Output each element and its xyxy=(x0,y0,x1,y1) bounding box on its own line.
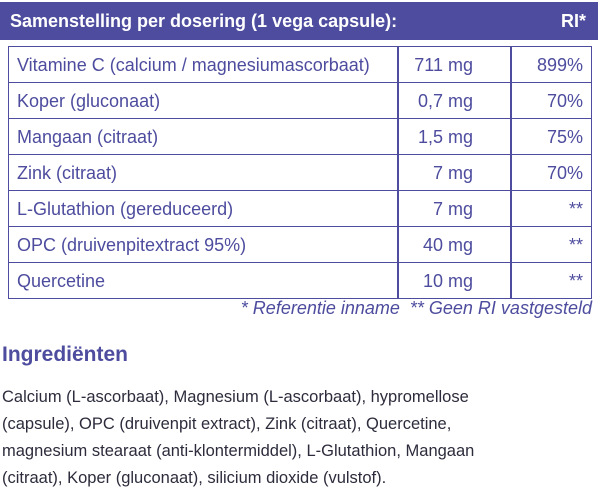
header-ri: RI* xyxy=(560,11,586,31)
table-row: OPC (druivenpitextract 95%) 40 mg ** xyxy=(9,227,591,263)
ri-value: 75% xyxy=(546,127,583,147)
column-divider xyxy=(397,155,399,190)
nutrient-name: L-Glutathion (gereduceerd) xyxy=(17,199,234,219)
column-divider xyxy=(397,263,399,298)
table-row: Quercetine 10 mg ** xyxy=(9,263,591,299)
nutrient-name: Koper (gluconaat) xyxy=(17,91,161,111)
ingredients-line: (capsule), OPC (druivenpit extract), Zin… xyxy=(2,415,452,433)
ingredients-line: Calcium (L-ascorbaat), Magnesium (L-asco… xyxy=(2,388,469,406)
table-row: Vitamine C (calcium / magnesiumascorbaat… xyxy=(9,47,591,83)
column-divider xyxy=(397,47,399,82)
header-title: Samenstelling per dosering (1 vega capsu… xyxy=(10,11,398,31)
column-divider xyxy=(510,155,512,190)
column-divider xyxy=(510,191,512,226)
amount: 1,5 mg xyxy=(417,127,473,147)
footnote: * Referentie inname ** Geen RI vastgeste… xyxy=(240,298,592,318)
table-row: Mangaan (citraat) 1,5 mg 75% xyxy=(9,119,591,155)
ingredients-text: Calcium (L-ascorbaat), Magnesium (L-asco… xyxy=(2,384,474,492)
ri-value: 899% xyxy=(536,55,583,75)
table-row: Zink (citraat) 7 mg 70% xyxy=(9,155,591,191)
table-row: Koper (gluconaat) 0,7 mg 70% xyxy=(9,83,591,119)
amount: 40 mg xyxy=(422,235,473,255)
amount: 7 mg xyxy=(432,199,473,219)
column-divider xyxy=(397,191,399,226)
column-divider xyxy=(510,83,512,118)
amount: 10 mg xyxy=(422,271,473,291)
nutrient-name: Quercetine xyxy=(17,271,106,291)
table-row: L-Glutathion (gereduceerd) 7 mg ** xyxy=(9,191,591,227)
column-divider xyxy=(510,263,512,298)
table: Vitamine C (calcium / magnesiumascorbaat… xyxy=(8,46,592,299)
column-divider xyxy=(397,227,399,262)
ri-value: ** xyxy=(568,199,583,219)
table-header: Samenstelling per dosering (1 vega capsu… xyxy=(0,2,598,40)
column-divider xyxy=(397,119,399,154)
column-divider xyxy=(510,47,512,82)
nutrient-name: OPC (druivenpitextract 95%) xyxy=(17,235,247,255)
column-divider xyxy=(510,119,512,154)
amount: 7 mg xyxy=(432,163,473,183)
column-divider xyxy=(510,227,512,262)
column-divider xyxy=(397,83,399,118)
ri-value: ** xyxy=(568,235,583,255)
amount: 711 mg xyxy=(414,55,473,75)
nutrient-name: Mangaan (citraat) xyxy=(17,127,159,147)
ingredients-line: (citraat), Koper (gluconaat), silicium d… xyxy=(2,469,387,487)
ri-value: ** xyxy=(568,271,583,291)
ingredients-line: magnesium stearaat (anti-klontermiddel),… xyxy=(2,442,475,460)
nutrient-name: Zink (citraat) xyxy=(17,163,118,183)
nutrient-name: Vitamine C (calcium / magnesiumascorbaat… xyxy=(17,55,370,75)
ingredients-title: Ingrediënten xyxy=(2,343,129,366)
amount: 0,7 mg xyxy=(417,91,473,111)
ri-value: 70% xyxy=(546,91,583,111)
ri-value: 70% xyxy=(546,163,583,183)
